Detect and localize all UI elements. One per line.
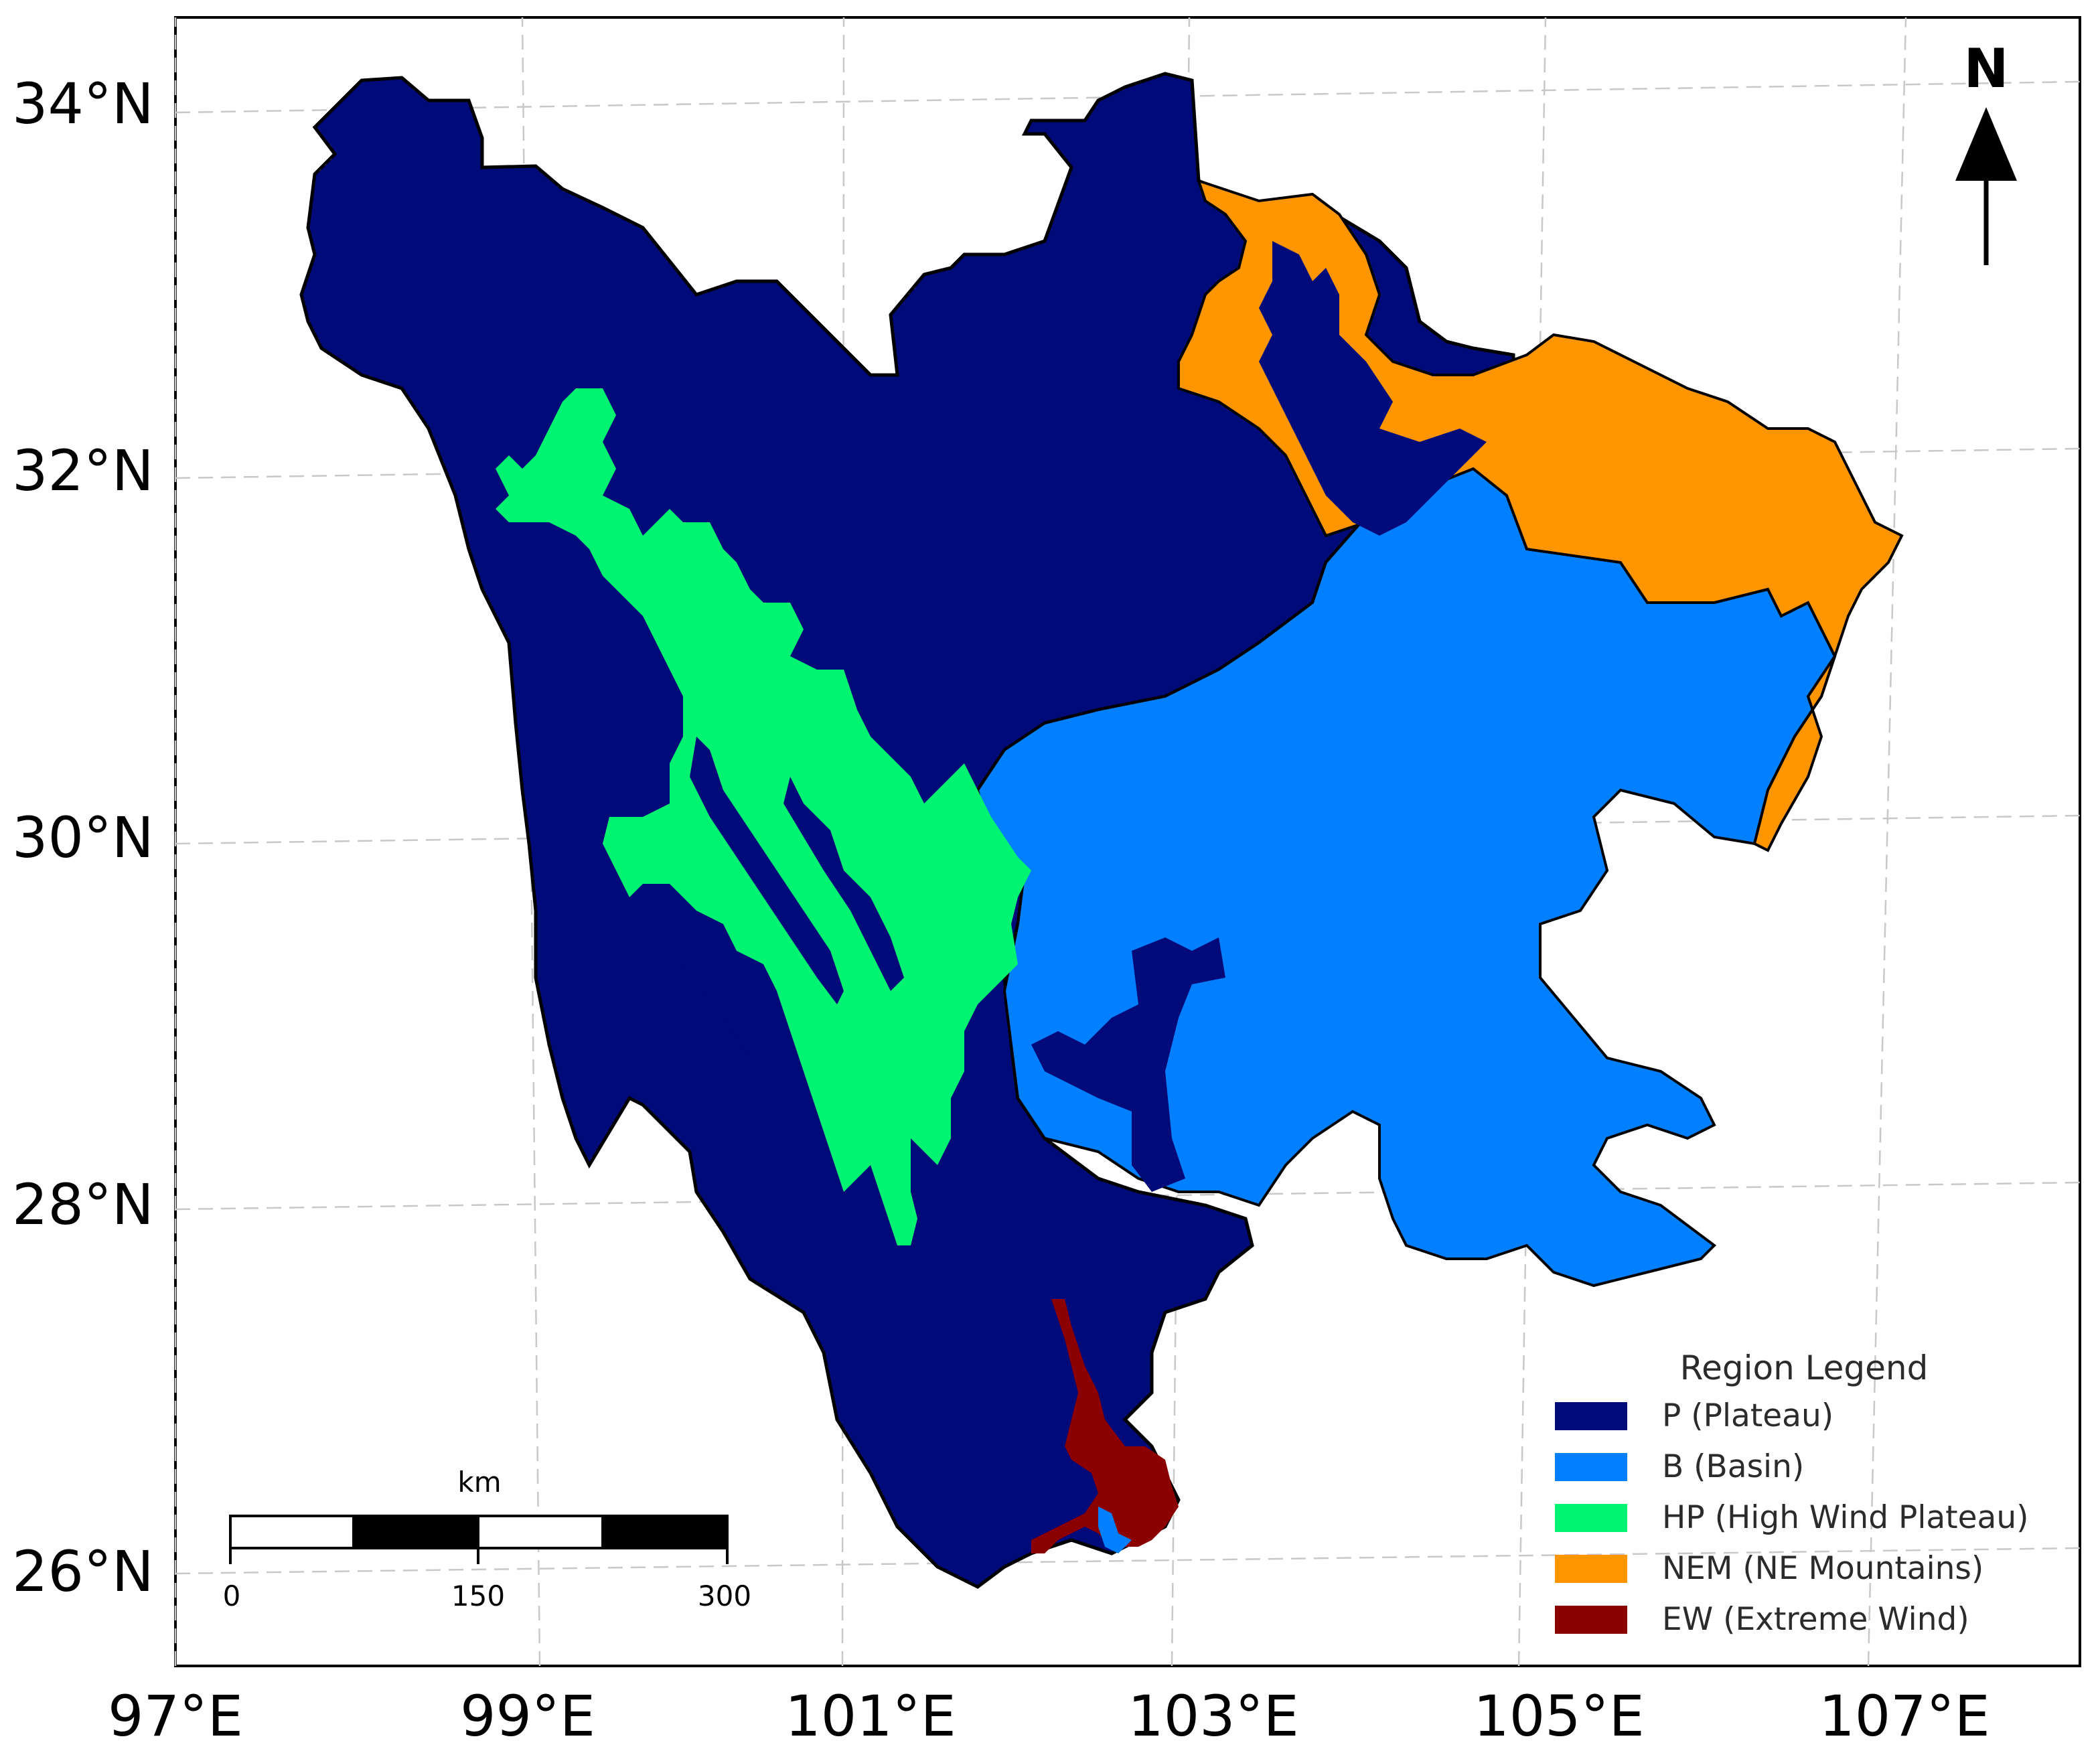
region-layer — [299, 72, 1904, 1589]
scale-bar-segment-4 — [601, 1515, 729, 1549]
scale-bar-segment-2 — [352, 1515, 479, 1549]
lon-label-107: 107°E — [1819, 1683, 1990, 1749]
legend-swatch-high-wind-plateau — [1555, 1504, 1627, 1532]
region-plateau-channel-3 — [670, 924, 783, 1098]
lon-label-101: 101°E — [785, 1683, 956, 1749]
north-arrow-icon — [1955, 107, 2017, 181]
scale-bar-segment-3 — [477, 1515, 604, 1549]
scale-bar-unit: km — [457, 1466, 501, 1499]
north-arrow: N — [1955, 37, 2017, 265]
lat-label-28: 28°N — [12, 1172, 154, 1237]
legend-swatch-extreme-wind — [1555, 1606, 1627, 1634]
region-plateau-channel-2 — [783, 777, 904, 991]
region-basin-sliver — [1098, 1507, 1132, 1553]
latitude-labels: 34°N 32°N 30°N 28°N 26°N — [12, 71, 154, 1604]
legend-label-high-wind-plateau: HP (High Wind Plateau) — [1662, 1499, 2028, 1536]
scale-bar-label-300: 300 — [698, 1580, 751, 1612]
legend-swatch-basin — [1555, 1453, 1627, 1481]
lat-label-26: 26°N — [12, 1539, 154, 1604]
longitude-labels: 97°E 99°E 101°E 103°E 105°E 107°E — [108, 1683, 1990, 1749]
scale-bar-segment-1 — [229, 1515, 355, 1549]
legend-label-ne-mountains: NEM (NE Mountains) — [1662, 1550, 1983, 1587]
legend-title: Region Legend — [1680, 1349, 1929, 1387]
lon-label-99: 99°E — [460, 1683, 595, 1749]
region-plateau-channel-1 — [690, 737, 844, 1004]
legend-label-extreme-wind: EW (Extreme Wind) — [1662, 1601, 1969, 1638]
legend-swatch-plateau — [1555, 1402, 1627, 1430]
scale-bar: km 0 150 300 — [223, 1466, 751, 1612]
scale-bar-label-150: 150 — [451, 1580, 505, 1612]
scale-bar-label-0: 0 — [223, 1580, 241, 1612]
region-plateau-in-nem — [1259, 241, 1487, 536]
legend: Region Legend P (Plateau) B (Basin) HP (… — [1555, 1349, 2028, 1638]
lat-label-32: 32°N — [12, 438, 154, 504]
legend-swatch-ne-mountains — [1555, 1555, 1627, 1583]
north-arrow-label: N — [1964, 37, 2009, 100]
region-extreme-wind — [1031, 1299, 1179, 1553]
lat-label-30: 30°N — [12, 805, 154, 870]
legend-label-plateau: P (Plateau) — [1662, 1397, 1833, 1434]
legend-label-basin: B (Basin) — [1662, 1448, 1804, 1485]
region-ne-mountains — [1177, 178, 1904, 852]
lon-label-97: 97°E — [108, 1683, 243, 1749]
region-high-wind-plateau — [496, 388, 1031, 1245]
lon-label-105: 105°E — [1473, 1683, 1644, 1749]
region-plateau-intrusion — [1031, 937, 1225, 1192]
grid-lon-107 — [1867, 17, 1907, 1667]
lon-label-103: 103°E — [1128, 1683, 1298, 1749]
lat-label-34: 34°N — [12, 71, 154, 137]
